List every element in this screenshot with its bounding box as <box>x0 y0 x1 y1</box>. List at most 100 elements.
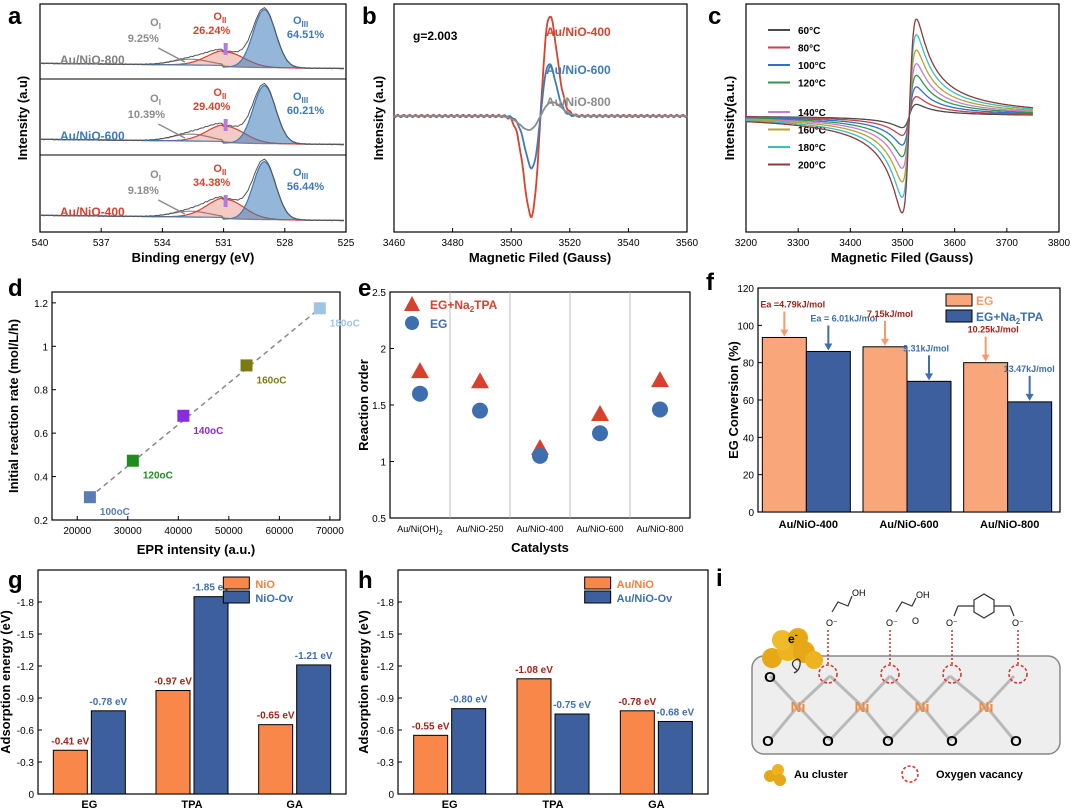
chart-f-plot: 0 20 40 60 80 100 120 Au/NiO-400 Ea =4.79kJ/mol E… <box>737 284 1054 531</box>
chart-e-category-label: Au/NiO-600 <box>576 524 623 534</box>
bond <box>984 705 1016 741</box>
chart-e-point-circle <box>412 385 428 402</box>
chart-a-xtick-label: 525 <box>338 238 355 249</box>
svg-text:O⁻: O⁻ <box>886 618 898 628</box>
chart-f-ea-label: Ea =4.79kJ/mol <box>760 299 825 309</box>
oxygen-vacancy <box>818 664 838 684</box>
chart-c-legend-label: 180°C <box>798 143 826 154</box>
chart-h-legend-label: Au/NiO <box>617 579 655 591</box>
chart-e-legend-circle <box>405 316 419 330</box>
chart-a-oi-name: OI <box>150 93 161 107</box>
chart-f-bar <box>963 362 1009 513</box>
chart-d-ytick-label: 0.4 <box>34 473 48 484</box>
chart-a-oii-value: 34.38% <box>193 177 231 189</box>
chart-e-point-triangle <box>591 405 609 422</box>
chart-a-oiii-name: OIII <box>293 167 308 181</box>
chart-g-category-label: TPA <box>181 799 202 811</box>
chart-g-ytick-label: -1.5 <box>17 630 35 641</box>
lattice: O Ni Ni Ni Ni O O O O O <box>762 630 1028 750</box>
chart-a-marker <box>223 119 228 131</box>
chart-g-value-label: -0.41 eV <box>51 736 89 747</box>
chart-c-legend-label: 60°C <box>798 26 820 37</box>
chart-h-value-label: -0.75 eV <box>553 700 591 711</box>
chart-a-peak-fill <box>40 9 344 69</box>
chart-g-bar <box>52 749 88 795</box>
chart-d-xtick-label: 60000 <box>265 526 293 537</box>
bond <box>948 704 988 742</box>
chart-d-ylabel: Initial reaction rate (mol/L/h) <box>6 319 21 493</box>
chart-g-ylabel: Adsorption energy (eV) <box>0 610 13 754</box>
panel-label-d: d <box>8 275 23 302</box>
bond <box>984 674 1016 708</box>
chart-b-series-label: Au/NiO-800 <box>546 95 611 109</box>
chart-f-bar <box>761 336 807 513</box>
chart-f-bar <box>1007 401 1053 513</box>
chart-a-sample-label: Au/NiO-400 <box>60 205 125 219</box>
chart-c-legend-label: 160°C <box>798 126 826 137</box>
oxygen-atom: O <box>882 733 894 750</box>
chart-c-ylabel: Intensity(a.u.) <box>722 76 737 161</box>
chart-f-bar <box>862 346 908 513</box>
chart-d-point <box>126 454 139 467</box>
chart-a-oii-name: OII <box>213 87 226 101</box>
oxygen-atom: O <box>946 733 958 750</box>
chart-h-bar <box>451 708 487 795</box>
chart-g-plot: 0 -0.3 -0.6 -0.9 -1.2 -1.5 -1.8 EG -0.41 eV -0.78… <box>17 576 333 811</box>
chart-d-xtick-label: 20000 <box>63 526 91 537</box>
oxygen-atom: O <box>822 733 834 750</box>
chart-e-category-label: Au/Ni(OH)2 <box>397 524 443 537</box>
chart-c-series-line <box>746 95 1033 137</box>
chart-h-ytick-label: -1.8 <box>377 598 395 609</box>
chart-c: 3200 3300 3400 3500 3600 3700 3800 60°C 80°C 100°… <box>722 3 1071 265</box>
chart-h-value-label: -0.55 eV <box>412 721 450 732</box>
chart-f-legend-swatch-1 <box>945 293 973 307</box>
chart-g-value-label: -1.85 eV <box>192 583 230 594</box>
chart-e-legend-triangle <box>404 296 420 311</box>
chart-e-point-circle <box>472 402 488 419</box>
chart-a-oi-value: 9.25% <box>128 33 159 45</box>
chart-a-envelope <box>39 82 345 146</box>
chart-f-arrowhead <box>1025 393 1034 401</box>
chart-h-category-label: TPA <box>542 799 563 811</box>
chart-f-ytick-label: 100 <box>737 321 754 332</box>
chart-g-bar <box>90 710 126 795</box>
chart-g-value-label: -1.21 eV <box>295 651 333 662</box>
chart-e-point-triangle <box>651 371 669 388</box>
chart-e-plot: 0.5 1 1.5 2 2.5 Au/Ni(OH)2 Au/NiO-250 Au/NiO-40… <box>372 288 683 537</box>
chart-b-xtick-label: 3540 <box>617 238 640 249</box>
chart-c-xtick-label: 3500 <box>891 238 914 249</box>
chart-a-oiii-value: 64.51% <box>287 29 325 41</box>
svg-text:O⁻: O⁻ <box>946 618 958 628</box>
chart-h-legend-label: Au/NiO-Ov <box>617 593 673 605</box>
chart-a-sample-label: Au/NiO-600 <box>60 129 125 143</box>
oxygen-vacancy <box>942 664 962 684</box>
chart-f-arrowhead <box>981 354 990 362</box>
chart-c-xtick-label: 3700 <box>996 238 1019 249</box>
chart-d-xtick-label: 50000 <box>215 526 243 537</box>
bond <box>828 674 864 708</box>
chart-a: Au/NiO-800OI9.25%OII26.24%OIII64.51%Au/N… <box>15 3 355 265</box>
chart-a-oi-name: OI <box>150 169 161 183</box>
chart-g-bar <box>155 690 191 795</box>
bond <box>920 705 952 741</box>
chart-g-value-label: -0.97 eV <box>154 677 192 688</box>
chart-a-xtick-label: 540 <box>32 238 49 249</box>
chart-g-legend-swatch <box>222 576 250 590</box>
chart-e-ytick-label: 1.5 <box>372 401 386 412</box>
chart-d-point-label: 120oC <box>143 471 173 482</box>
chart-d-xlabel: EPR intensity (a.u.) <box>137 542 255 557</box>
chart-f-legend-label-2: EG+Na2TPA <box>976 310 1044 326</box>
chart-b-xtick-label: 3560 <box>676 238 699 249</box>
chart-c-series-line <box>745 18 1033 214</box>
chart-c-xtick-label: 3400 <box>839 238 862 249</box>
chart-d-fit-line <box>89 307 321 498</box>
eg-molecule-icon: OH O⁻ <box>826 588 866 628</box>
legend-au-label: Au cluster <box>794 769 849 781</box>
chart-d-xtick-label: 70000 <box>316 526 344 537</box>
chart-e-ytick-label: 2 <box>380 345 386 356</box>
chart-d-xtick-label: 30000 <box>114 526 142 537</box>
chart-b-xtick-label: 3460 <box>383 238 406 249</box>
chart-a-xtick-label: 528 <box>276 238 293 249</box>
schematic: O Ni Ni Ni Ni O O O O O e- OH O⁻ OH O⁻ O O⁻ <box>751 588 1061 786</box>
